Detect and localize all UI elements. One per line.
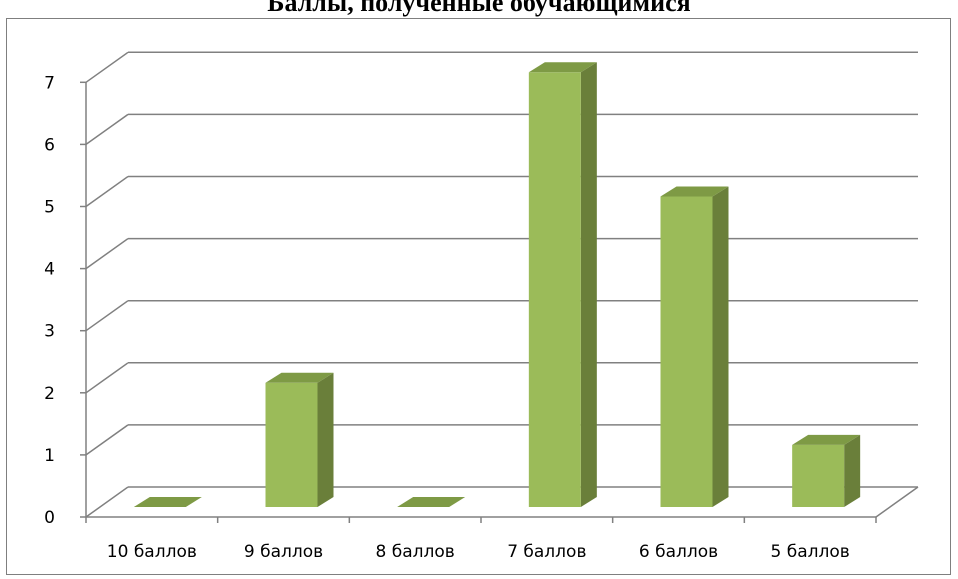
chart-title: Баллы, полученные обучающимися <box>267 0 691 17</box>
gridline-depth-0 <box>85 486 129 518</box>
bar-top-4 <box>660 186 729 197</box>
bar-top-0 <box>133 497 202 507</box>
bar-side-3 <box>580 62 597 508</box>
tick-labels: 0 1 2 3 4 5 6 7 10 баллов 9 баллов 8 баллов 7 балло… <box>44 73 850 562</box>
y-tick-label-1: 1 <box>44 446 55 466</box>
gridline-depth-7 <box>85 51 129 83</box>
axes <box>80 81 919 523</box>
x-tick-label-0: 10 баллов <box>107 542 197 562</box>
bar-top-5 <box>792 434 861 445</box>
x-tick-label-3: 7 баллов <box>507 542 586 562</box>
x-tick-label-5: 5 баллов <box>771 542 850 562</box>
bar-5 <box>792 444 845 507</box>
bar-top-1 <box>265 372 334 383</box>
gridline-depth-4 <box>85 237 129 270</box>
bar-side-4 <box>712 186 729 507</box>
gridline-depth-5 <box>85 175 129 208</box>
bar-3 <box>528 72 581 508</box>
bar-side-5 <box>844 434 861 507</box>
bars <box>133 62 861 508</box>
gridline-depth-3 <box>85 300 129 332</box>
y-tick-label-7: 7 <box>44 73 55 93</box>
x-tick-label-2: 8 баллов <box>376 542 455 562</box>
gridline-depth-6 <box>85 113 129 146</box>
gridline-depth-2 <box>85 362 129 394</box>
x-tick-label-4: 6 баллов <box>639 542 718 562</box>
x-tick-label-1: 9 баллов <box>244 542 323 562</box>
y-tick-label-2: 2 <box>44 384 55 404</box>
y-tick-label-0: 0 <box>44 508 55 528</box>
bar-side-1 <box>317 372 334 507</box>
y-tick-label-4: 4 <box>44 260 55 280</box>
bar-top-3 <box>528 62 597 73</box>
y-tick-label-5: 5 <box>44 198 55 218</box>
gridlines <box>85 51 918 518</box>
y-tick-label-6: 6 <box>44 135 55 155</box>
chart-frame <box>6 18 951 575</box>
bar-4 <box>660 196 713 507</box>
bar-top-2 <box>397 497 466 507</box>
y-tick-label-3: 3 <box>44 322 55 342</box>
x-axis-depth-line <box>875 486 919 518</box>
gridline-depth-1 <box>85 424 129 456</box>
bar-1 <box>265 382 318 507</box>
